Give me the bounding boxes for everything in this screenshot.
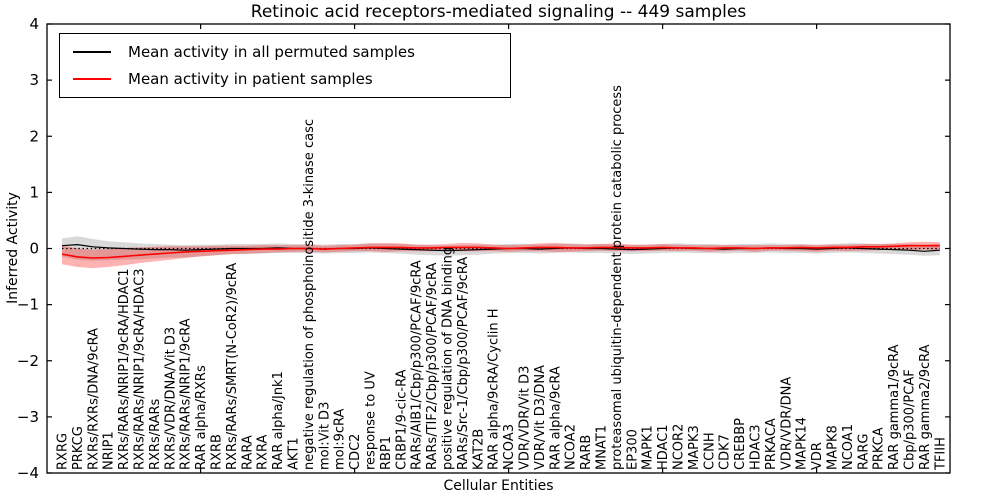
category-label: VDR (810, 442, 825, 470)
category-label: RXRB (210, 434, 225, 470)
category-label: RXRs/RARs/SMRT(N-CoR2)/9cRA (225, 263, 240, 470)
category-label: RBP1 (379, 436, 394, 470)
category-label: CDC2 (348, 434, 363, 470)
category-label: RXRs/VDR/DNA/Vit D3 (163, 327, 178, 470)
category-label: PRKACA (764, 418, 779, 470)
y-tick-label: −4 (17, 464, 39, 482)
category-label: mol:9cRA (333, 408, 348, 470)
category-label: RXRA (256, 435, 271, 470)
category-label: TFIIH (933, 437, 948, 471)
category-label: RARs/Src-1/Cbp/p300/PCAF/9cRA (456, 257, 471, 470)
category-label: CDK7 (718, 434, 733, 470)
legend-item-permuted: Mean activity in all permuted samples (60, 38, 510, 65)
x-axis-label: Cellular Entities (443, 478, 554, 494)
category-label: CRBP1/9-cic-RA (394, 369, 409, 470)
category-label: MAPK1 (641, 425, 656, 470)
y-tick-label: 1 (29, 183, 39, 201)
category-label: RARG (856, 433, 871, 470)
patient-mean-line (61, 244, 940, 259)
legend: Mean activity in all permuted samples Me… (59, 33, 511, 98)
category-label: MNAT1 (595, 425, 610, 470)
category-label: MAPK14 (795, 417, 810, 470)
category-label: HDAC1 (656, 424, 671, 470)
category-label: RARB (579, 435, 594, 470)
y-tick-label: 4 (29, 15, 39, 33)
category-label: RXRs/RARs/NRIP1/9cRA (179, 318, 194, 470)
category-label: RAR alpha/9cRA/Cyclin H (487, 309, 502, 470)
category-label: RAR alpha/Jnk1 (271, 371, 286, 470)
category-label: proteasomal ubiquitin-dependent protein … (610, 85, 625, 470)
permuted-line-swatch (73, 50, 111, 53)
category-label: AKT1 (287, 437, 302, 470)
y-tick-label: 0 (29, 240, 39, 258)
category-label: NCOA1 (841, 424, 856, 470)
category-label: RXRs/RXRs/DNA/9cRA (86, 328, 101, 470)
category-label: KAT2B (471, 429, 486, 470)
category-label: MAPK3 (687, 425, 702, 470)
category-label: HDAC3 (749, 424, 764, 470)
category-label: PRKCA (872, 427, 887, 470)
category-label: RAR gamma2/9cRA (918, 344, 933, 470)
category-label: RARA (240, 435, 255, 470)
category-label: NCOR2 (672, 424, 687, 470)
category-label: Cbp/p300/PCAF (903, 369, 918, 470)
category-label: RXRs/RARs/NRIP1/9cRA/HDAC1 (117, 268, 132, 470)
category-label: NCOA3 (502, 424, 517, 470)
category-label: VDR/VDR/Vit D3 (518, 366, 533, 470)
y-tick-label: −1 (17, 296, 39, 314)
category-label: positive regulation of DNA binding (441, 247, 456, 470)
legend-item-patient: Mean activity in patient samples (60, 65, 510, 92)
category-label: response to UV (364, 371, 379, 470)
legend-label-permuted: Mean activity in all permuted samples (128, 42, 415, 61)
category-label: NCOA2 (564, 424, 579, 470)
category-label: negative regulation of phosphoinositide … (302, 119, 317, 470)
category-label: RXRs/RARs (148, 398, 163, 470)
patient-line-swatch (73, 77, 111, 80)
category-label: EP300 (625, 429, 640, 470)
y-tick-label: −3 (17, 408, 39, 426)
y-tick-label: 2 (29, 127, 39, 145)
category-label: RXRs/RARs/NRIP1/9cRA/HDAC3 (133, 268, 148, 470)
category-label: RARs/TIF2/Cbp/p300/PCAF/9cRA (425, 263, 440, 470)
category-label: mol:Vit D3 (317, 402, 332, 470)
chart-title: Retinoic acid receptors-mediated signali… (250, 2, 747, 22)
legend-label-patient: Mean activity in patient samples (128, 69, 373, 88)
category-label: NRIP1 (102, 431, 117, 470)
category-label: RAR alpha/9cRA (548, 366, 563, 470)
category-label: MAPK8 (826, 425, 841, 470)
category-label: PRKCG (71, 426, 86, 470)
category-label: RAR alpha/RXRs (194, 365, 209, 470)
category-label: RXRG (56, 433, 71, 470)
category-label: RAR gamma1/9cRA (887, 344, 902, 470)
category-label: VDR/Vit D3/DNA (533, 365, 548, 470)
y-tick-label: 3 (29, 71, 39, 89)
category-label: RARs/AIB1/Cbp/p300/PCAF/9cRA (410, 260, 425, 470)
category-label: CREBBP (733, 418, 748, 470)
category-label: CCNH (702, 432, 717, 470)
y-tick-label: −2 (17, 352, 39, 370)
category-label: VDR/VDR/DNA (779, 377, 794, 470)
